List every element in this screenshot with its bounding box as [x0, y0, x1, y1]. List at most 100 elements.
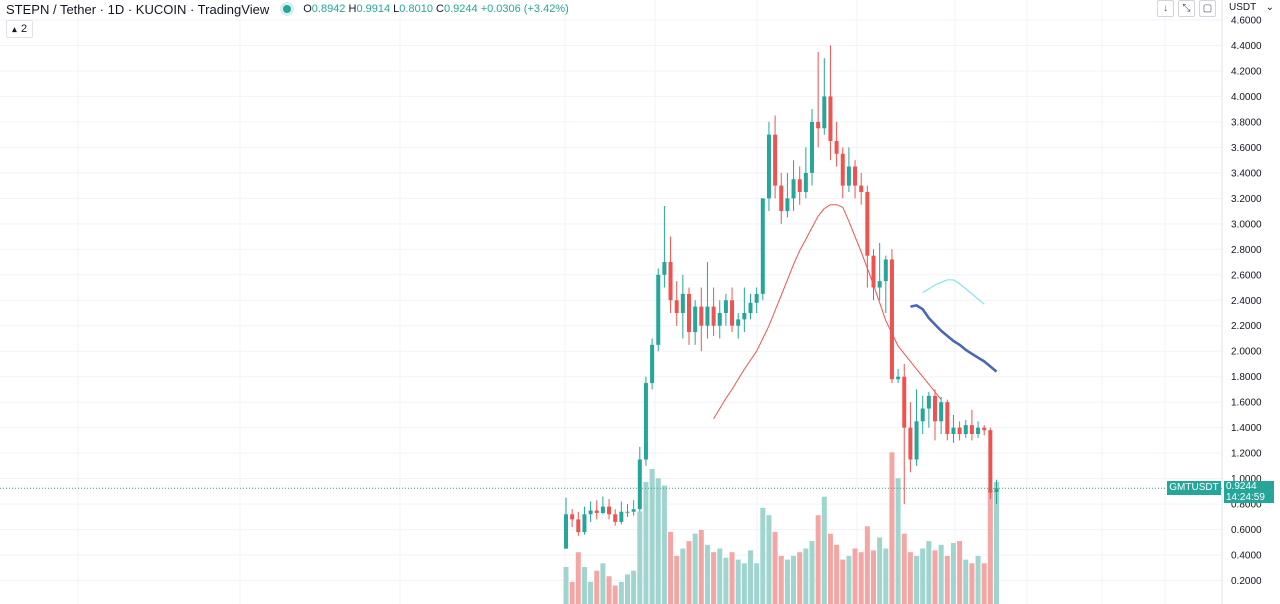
volume-bar — [588, 581, 594, 604]
ma-slow-line — [922, 279, 985, 305]
candle-body — [822, 96, 827, 129]
candle-body — [619, 511, 624, 522]
volume-bar — [994, 481, 999, 604]
candle-body — [957, 427, 962, 435]
candle — [631, 500, 636, 516]
collapse-icon[interactable]: ⤡ — [1178, 0, 1195, 17]
candle-body — [576, 519, 581, 533]
volume-bar — [957, 541, 963, 604]
price-tick-label: 2.8000 — [1231, 245, 1262, 256]
volume-bar — [612, 585, 618, 604]
volume-bar — [926, 541, 932, 604]
candlesticks — [564, 45, 999, 549]
candle — [889, 249, 894, 384]
price-tick-label: 4.6000 — [1231, 16, 1262, 27]
candle-body — [680, 293, 685, 313]
candle-body — [754, 293, 759, 303]
indicators-toggle-button[interactable]: ▾ 2 — [6, 20, 34, 38]
candle-body — [840, 153, 845, 186]
volume-bar — [704, 544, 710, 604]
volume-bar — [864, 526, 870, 604]
candle-body — [570, 514, 575, 520]
change-value: +0.0306 (+3.42%) — [480, 3, 569, 15]
candle — [705, 262, 710, 339]
last-price: 0.9244 — [1226, 481, 1257, 493]
volume-bar — [827, 533, 833, 604]
candle-body — [693, 306, 698, 333]
candle-body — [607, 506, 612, 515]
candle-body — [963, 425, 968, 435]
volume-bar — [907, 552, 913, 604]
symbol-title[interactable]: STEPN / Tether · 1D · KUCOIN · TradingVi… — [6, 1, 270, 17]
candle — [791, 160, 796, 212]
volume-bar — [821, 496, 827, 604]
candle-body — [760, 198, 765, 294]
candle — [840, 147, 845, 199]
volume-bar — [625, 574, 630, 604]
volume-bar — [920, 548, 926, 604]
volume-bar — [692, 533, 698, 604]
volume-bar — [655, 478, 661, 604]
price-tick-label: 3.6000 — [1231, 143, 1262, 154]
candle — [865, 185, 870, 288]
volume-bar — [686, 541, 692, 604]
candle — [822, 58, 827, 135]
candle — [625, 504, 630, 517]
scroll-down-icon[interactable]: ↓ — [1157, 0, 1174, 17]
candle — [951, 414, 956, 443]
candle-body — [877, 281, 882, 288]
volume-bar — [760, 507, 766, 604]
price-tick-label: 0.8000 — [1231, 500, 1262, 511]
candle — [570, 509, 575, 528]
candle — [871, 249, 876, 301]
price-tick-label: 2.4000 — [1231, 296, 1262, 307]
candle-body — [594, 510, 599, 514]
price-tick-label: 1.6000 — [1231, 398, 1262, 409]
volume-bar — [766, 515, 772, 604]
candle — [736, 313, 741, 339]
candle-body — [674, 300, 679, 313]
candle — [834, 121, 839, 167]
price-axis: 0.2000 0.4000 0.6000 0.8000 1.0000 1.2000 1.40… — [1231, 16, 1262, 588]
price-tick-label: 3.2000 — [1231, 194, 1262, 205]
candle — [711, 287, 716, 336]
volume-bar — [698, 530, 704, 604]
volume-bar — [809, 541, 815, 604]
candle — [846, 147, 851, 192]
candle — [650, 338, 655, 390]
candle-body — [969, 425, 974, 435]
candle — [945, 399, 950, 441]
candle — [662, 205, 667, 288]
maximize-icon[interactable]: ▢ — [1199, 0, 1216, 17]
volume-bar — [815, 515, 821, 604]
candle — [730, 287, 735, 333]
ohlc-values: O0.8942 H0.9914 L0.8010 C0.9244 +0.0306 … — [303, 3, 569, 15]
price-tick-label: 0.4000 — [1231, 551, 1262, 562]
candle — [760, 198, 765, 301]
candle-body — [933, 395, 937, 422]
candle — [693, 300, 698, 345]
volume-bar — [846, 555, 852, 604]
volume-bar — [581, 567, 587, 604]
volume-bar — [643, 481, 649, 604]
volume-bar — [877, 537, 883, 604]
candle-body — [914, 421, 919, 460]
price-tick-label: 1.4000 — [1231, 423, 1262, 434]
price-tick-label: 2.2000 — [1231, 321, 1262, 332]
volume-bar — [618, 581, 624, 604]
volume-bar — [563, 567, 569, 604]
candle-body — [896, 376, 901, 380]
candle — [957, 421, 962, 441]
candle-body — [705, 306, 710, 326]
price-tick-label: 4.4000 — [1231, 41, 1262, 52]
candle — [969, 409, 974, 441]
candle-body — [920, 408, 925, 422]
candle-body — [717, 313, 722, 326]
candle — [773, 115, 778, 199]
volume-bar — [680, 548, 686, 604]
volume-bar — [569, 581, 575, 604]
currency-selector[interactable]: USDT ⌄ — [1225, 0, 1280, 14]
chart-grid — [0, 0, 1223, 604]
candle-body — [766, 134, 771, 199]
